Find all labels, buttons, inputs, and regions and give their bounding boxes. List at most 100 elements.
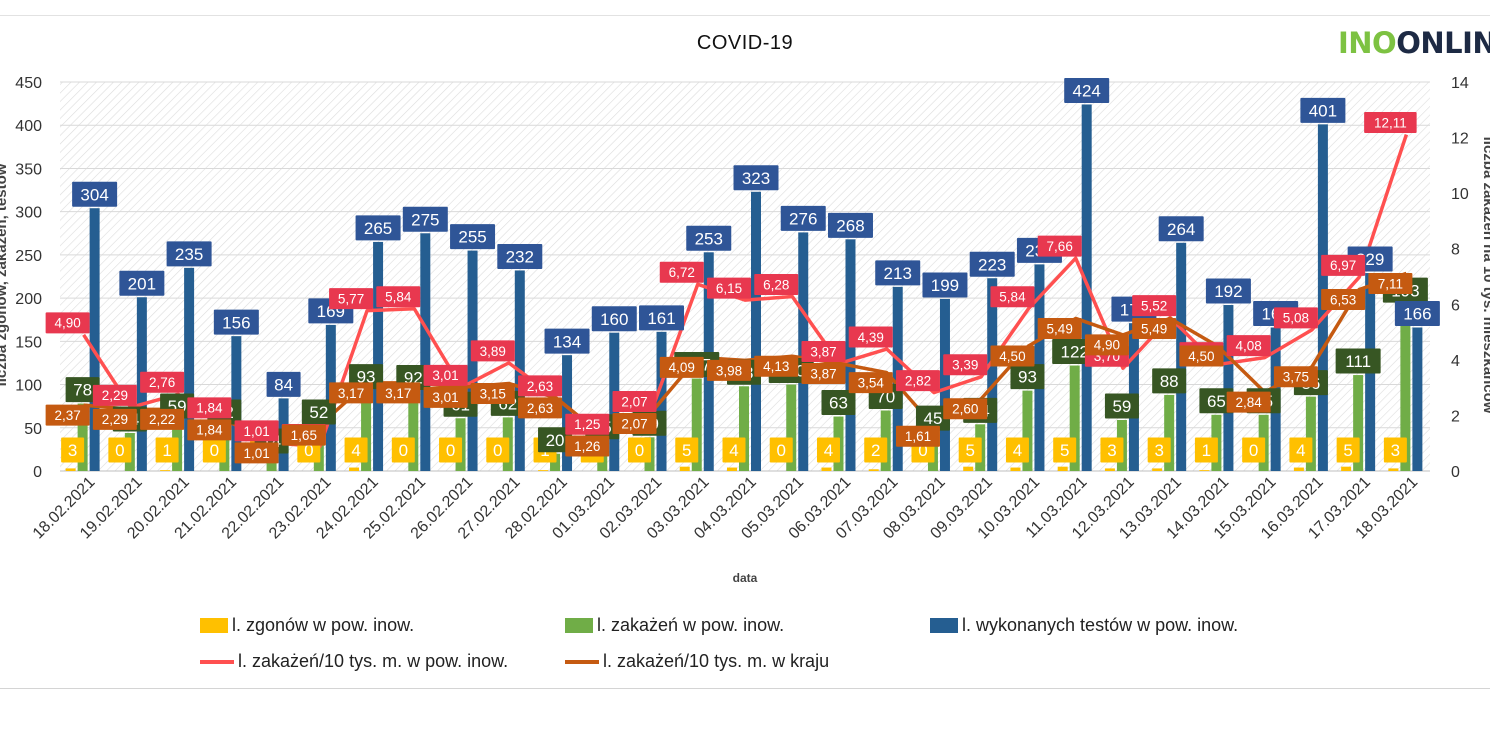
- tests-value-label: 199: [922, 272, 968, 298]
- deaths-value-label: 4: [1289, 437, 1313, 463]
- county-rate-label: 5,52: [1132, 295, 1177, 317]
- county-rate-label-box: [92, 384, 137, 406]
- country-rate-label-box: [140, 408, 185, 430]
- tests-value-label-box: [969, 251, 1015, 277]
- county-rate-label-box: [990, 286, 1035, 308]
- infections-value-label-box: [301, 399, 336, 425]
- county-rate-label: 4,39: [848, 326, 893, 348]
- county-rate-label-text: 6,72: [669, 265, 695, 280]
- deaths-value-label: 1: [1194, 437, 1218, 463]
- country-rate-label: 6,53: [1321, 289, 1366, 311]
- y-tick-right: 6: [1451, 297, 1460, 314]
- county-rate-label: 4,08: [1226, 335, 1271, 357]
- infections-value-label: 59: [1104, 393, 1139, 419]
- deaths-value-label: 0: [391, 437, 415, 463]
- county-rate-label-text: 3,01: [432, 368, 458, 383]
- country-rate-label-text: 4,50: [1188, 349, 1214, 364]
- bar-infections: [1164, 394, 1175, 471]
- y-axis-title-right: liczba zakażeń na 10 tys. mieszkańców: [1480, 137, 1490, 414]
- country-rate-label-box: [281, 424, 326, 446]
- county-rate-label-text: 2,76: [149, 375, 175, 390]
- deaths-value-label: 0: [486, 437, 510, 463]
- county-rate-label-text: 3,87: [810, 344, 836, 359]
- country-rate-label-text: 4,13: [763, 359, 789, 374]
- country-rate-label-text: 2,07: [621, 416, 647, 431]
- deaths-value-label-box: [816, 437, 840, 463]
- county-rate-label: 3,39: [943, 354, 988, 376]
- tests-value-label-box: [1394, 301, 1440, 327]
- country-rate-label: 2,60: [943, 398, 988, 420]
- bar-infections: [786, 384, 797, 471]
- infections-value-label-box: [1104, 393, 1139, 419]
- tests-value-label-box: [1205, 278, 1251, 304]
- deaths-value-label-box: [1194, 437, 1218, 463]
- tests-value-label: 201: [119, 270, 165, 296]
- county-rate-label-text: 5,52: [1141, 298, 1167, 313]
- deaths-value-label-text: 0: [399, 441, 408, 460]
- deaths-value-label-box: [675, 437, 699, 463]
- country-rate-label-text: 4,90: [1094, 338, 1120, 353]
- county-rate-label-text: 3,39: [952, 358, 978, 373]
- county-rate-label: 6,97: [1321, 254, 1366, 276]
- infections-value-label-text: 93: [1018, 368, 1037, 387]
- y-tick-right: 0: [1451, 464, 1460, 481]
- deaths-value-label-box: [722, 437, 746, 463]
- county-rate-label-box: [376, 286, 421, 308]
- y-tick-left: 450: [15, 75, 42, 92]
- infections-value-label-box: [1335, 348, 1381, 374]
- infections-value-label-box: [915, 405, 950, 431]
- y-tick-right: 2: [1451, 408, 1460, 425]
- bar-infections: [739, 386, 749, 471]
- bar-tests: [89, 208, 100, 471]
- tests-value-label-text: 265: [364, 219, 392, 238]
- deaths-value-label: 5: [675, 437, 699, 463]
- deaths-value-label-text: 4: [1013, 441, 1022, 460]
- bar-deaths: [1388, 468, 1399, 471]
- deaths-value-label-box: [344, 437, 368, 463]
- legend-item: l. zgonów w pow. inow.: [200, 615, 414, 636]
- tests-value-label-text: 160: [600, 310, 628, 329]
- country-rate-label-box: [187, 419, 232, 441]
- tests-value-label-text: 84: [274, 376, 293, 395]
- country-rate-label-text: 2,84: [1236, 395, 1263, 410]
- bar-deaths: [963, 466, 974, 471]
- tests-value-label: 304: [72, 181, 118, 207]
- county-rate-label-text: 4,08: [1236, 338, 1262, 353]
- legend-item: l. zakażeń w pow. inow.: [565, 615, 784, 636]
- infections-value-label: 65: [1199, 388, 1234, 414]
- county-rate-label-text: 6,28: [763, 277, 789, 292]
- infections-value-label-text: 78: [73, 381, 92, 400]
- country-rate-label: 3,98: [707, 359, 751, 381]
- bar-infections: [691, 378, 702, 471]
- county-rate-label: 6,15: [707, 277, 751, 299]
- tests-value-label-box: [450, 224, 496, 250]
- county-rate-label-box: [754, 274, 799, 296]
- tests-value-label-box: [639, 305, 685, 331]
- deaths-value-label-text: 4: [351, 441, 360, 460]
- deaths-value-label: 1: [155, 437, 179, 463]
- deaths-value-label-text: 4: [729, 441, 738, 460]
- deaths-value-label-text: 4: [1296, 441, 1305, 460]
- country-rate-label: 3,15: [470, 382, 515, 404]
- county-rate-label: 12,11: [1364, 112, 1417, 134]
- deaths-value-label-text: 4: [824, 441, 833, 460]
- tests-value-label-text: 275: [411, 210, 439, 229]
- tests-value-label-box: [1300, 97, 1346, 123]
- bar-infections: [408, 391, 419, 471]
- country-rate-label: 3,01: [423, 386, 468, 408]
- infections-value-label-box: [821, 390, 856, 416]
- infections-value-label-text: 59: [1112, 397, 1131, 416]
- country-rate-label-box: [659, 356, 704, 378]
- tests-value-label: 84: [266, 371, 301, 397]
- tests-value-label-box: [1158, 216, 1204, 242]
- country-rate-label-box: [423, 386, 468, 408]
- county-rate-label: 2,29: [92, 384, 137, 406]
- tests-value-label-box: [1064, 77, 1110, 103]
- country-rate-label-text: 3,17: [338, 386, 364, 401]
- deaths-value-label: 2: [864, 437, 888, 463]
- deaths-value-label-box: [1242, 437, 1266, 463]
- country-rate-label-box: [1321, 289, 1366, 311]
- country-rate-label-box: [754, 355, 799, 377]
- bar-deaths: [1057, 466, 1068, 471]
- legend-label: l. zakażeń w pow. inow.: [597, 615, 785, 635]
